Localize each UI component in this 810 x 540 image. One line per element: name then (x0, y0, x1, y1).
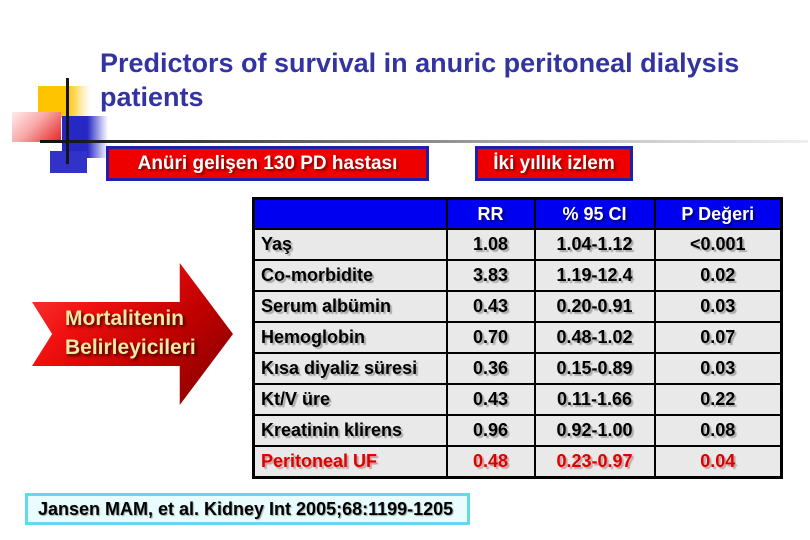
rr-value: 1.08 (445, 228, 536, 261)
rr-value: 0.43 (445, 383, 536, 416)
header-box-followup-label: İki yıllık izlem (493, 152, 615, 174)
header-box-followup: İki yıllık izlem (475, 146, 633, 181)
row-label: Kt/V üre (252, 383, 448, 416)
table-header-row: RR % 95 CI P Değeri (252, 197, 783, 230)
ci-value: 0.15-0.89 (533, 352, 656, 385)
decor-vertical-line (66, 78, 69, 164)
table-row: Yaş 1.08 1.04-1.12 <0.001 (252, 228, 783, 261)
column-header-empty (252, 197, 448, 230)
header-box-patients-label: Anüri gelişen 130 PD hastası (137, 152, 398, 174)
rr-value: 0.36 (445, 352, 536, 385)
row-label: Serum albümin (252, 290, 448, 323)
row-label: Co-morbidite (252, 259, 448, 292)
table-row: Kısa diyaliz süresi 0.36 0.15-0.89 0.03 (252, 352, 783, 385)
table-row: Serum albümin 0.43 0.20-0.91 0.03 (252, 290, 783, 323)
row-label: Yaş (252, 228, 448, 261)
ci-value: 0.48-1.02 (533, 321, 656, 354)
ci-value: 0.23-0.97 (533, 445, 656, 479)
rr-value: 0.48 (445, 445, 536, 479)
ci-value: 0.11-1.66 (533, 383, 656, 416)
row-label: Peritoneal UF (252, 445, 448, 479)
p-value: 0.08 (653, 414, 783, 447)
column-header-ci: % 95 CI (533, 197, 656, 230)
rr-value: 0.96 (445, 414, 536, 447)
results-table: RR % 95 CI P Değeri Yaş 1.08 1.04-1.12 <… (252, 197, 783, 479)
table-row: Kreatinin klirens 0.96 0.92-1.00 0.08 (252, 414, 783, 447)
ci-value: 1.19-12.4 (533, 259, 656, 292)
rr-value: 3.83 (445, 259, 536, 292)
divider-rule (40, 140, 808, 143)
ci-value: 0.92-1.00 (533, 414, 656, 447)
arrow-label-line2: Belirleyicileri (65, 336, 196, 359)
p-value: 0.03 (653, 352, 783, 385)
rr-value: 0.70 (445, 321, 536, 354)
column-header-rr: RR (445, 197, 536, 230)
p-value: 0.03 (653, 290, 783, 323)
column-header-pvalue: P Değeri (653, 197, 783, 230)
page-title: Predictors of survival in anuric periton… (100, 48, 740, 112)
table-row-highlighted: Peritoneal UF 0.48 0.23-0.97 0.04 (252, 445, 783, 479)
ci-value: 1.04-1.12 (533, 228, 656, 261)
citation-text: Jansen MAM, et al. Kidney Int 2005;68:11… (38, 498, 454, 519)
p-value: 0.02 (653, 259, 783, 292)
row-label: Kreatinin klirens (252, 414, 448, 447)
row-label: Hemoglobin (252, 321, 448, 354)
decor-pink-square (12, 112, 61, 142)
p-value: <0.001 (653, 228, 783, 261)
p-value: 0.07 (653, 321, 783, 354)
ci-value: 0.20-0.91 (533, 290, 656, 323)
table-row: Hemoglobin 0.70 0.48-1.02 0.07 (252, 321, 783, 354)
citation-box: Jansen MAM, et al. Kidney Int 2005;68:11… (25, 493, 470, 525)
p-value: 0.04 (653, 445, 783, 479)
arrow-label: Mortalitenin Belirleyicileri (65, 304, 235, 362)
rr-value: 0.43 (445, 290, 536, 323)
table-row: Kt/V üre 0.43 0.11-1.66 0.22 (252, 383, 783, 416)
row-label: Kısa diyaliz süresi (252, 352, 448, 385)
table-row: Co-morbidite 3.83 1.19-12.4 0.02 (252, 259, 783, 292)
p-value: 0.22 (653, 383, 783, 416)
header-box-patients: Anüri gelişen 130 PD hastası (106, 146, 429, 181)
arrow-label-line1: Mortalitenin (65, 307, 184, 330)
